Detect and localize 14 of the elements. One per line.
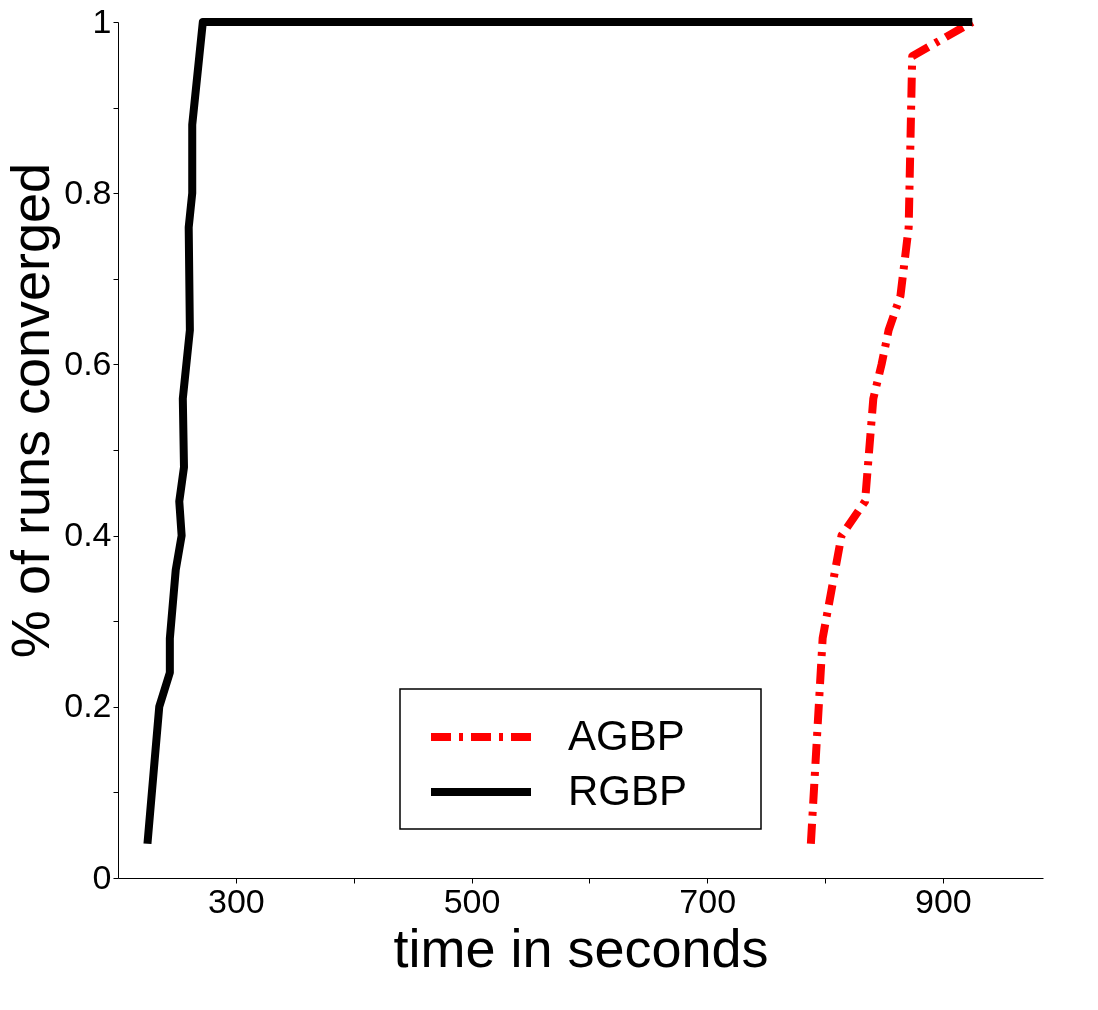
x-tick-label: 900 [914, 881, 972, 920]
y-tick-label: 0.4 [64, 515, 112, 554]
y-tick-label: 1 [92, 1, 112, 40]
legend-label: AGBP [568, 712, 685, 759]
y-tick-label: 0.2 [64, 686, 112, 725]
y-tick-label: 0 [92, 857, 112, 896]
y-tick-label: 0.6 [64, 343, 112, 382]
y-tick-label: 0.8 [64, 172, 112, 211]
x-tick-label: 300 [207, 881, 265, 920]
y-axis-title: % of runs converged [0, 162, 61, 659]
x-tick-label: 500 [443, 881, 501, 920]
legend-label: RGBP [568, 767, 688, 814]
x-axis-title: time in seconds [393, 917, 769, 978]
x-tick-label: 700 [679, 881, 737, 920]
